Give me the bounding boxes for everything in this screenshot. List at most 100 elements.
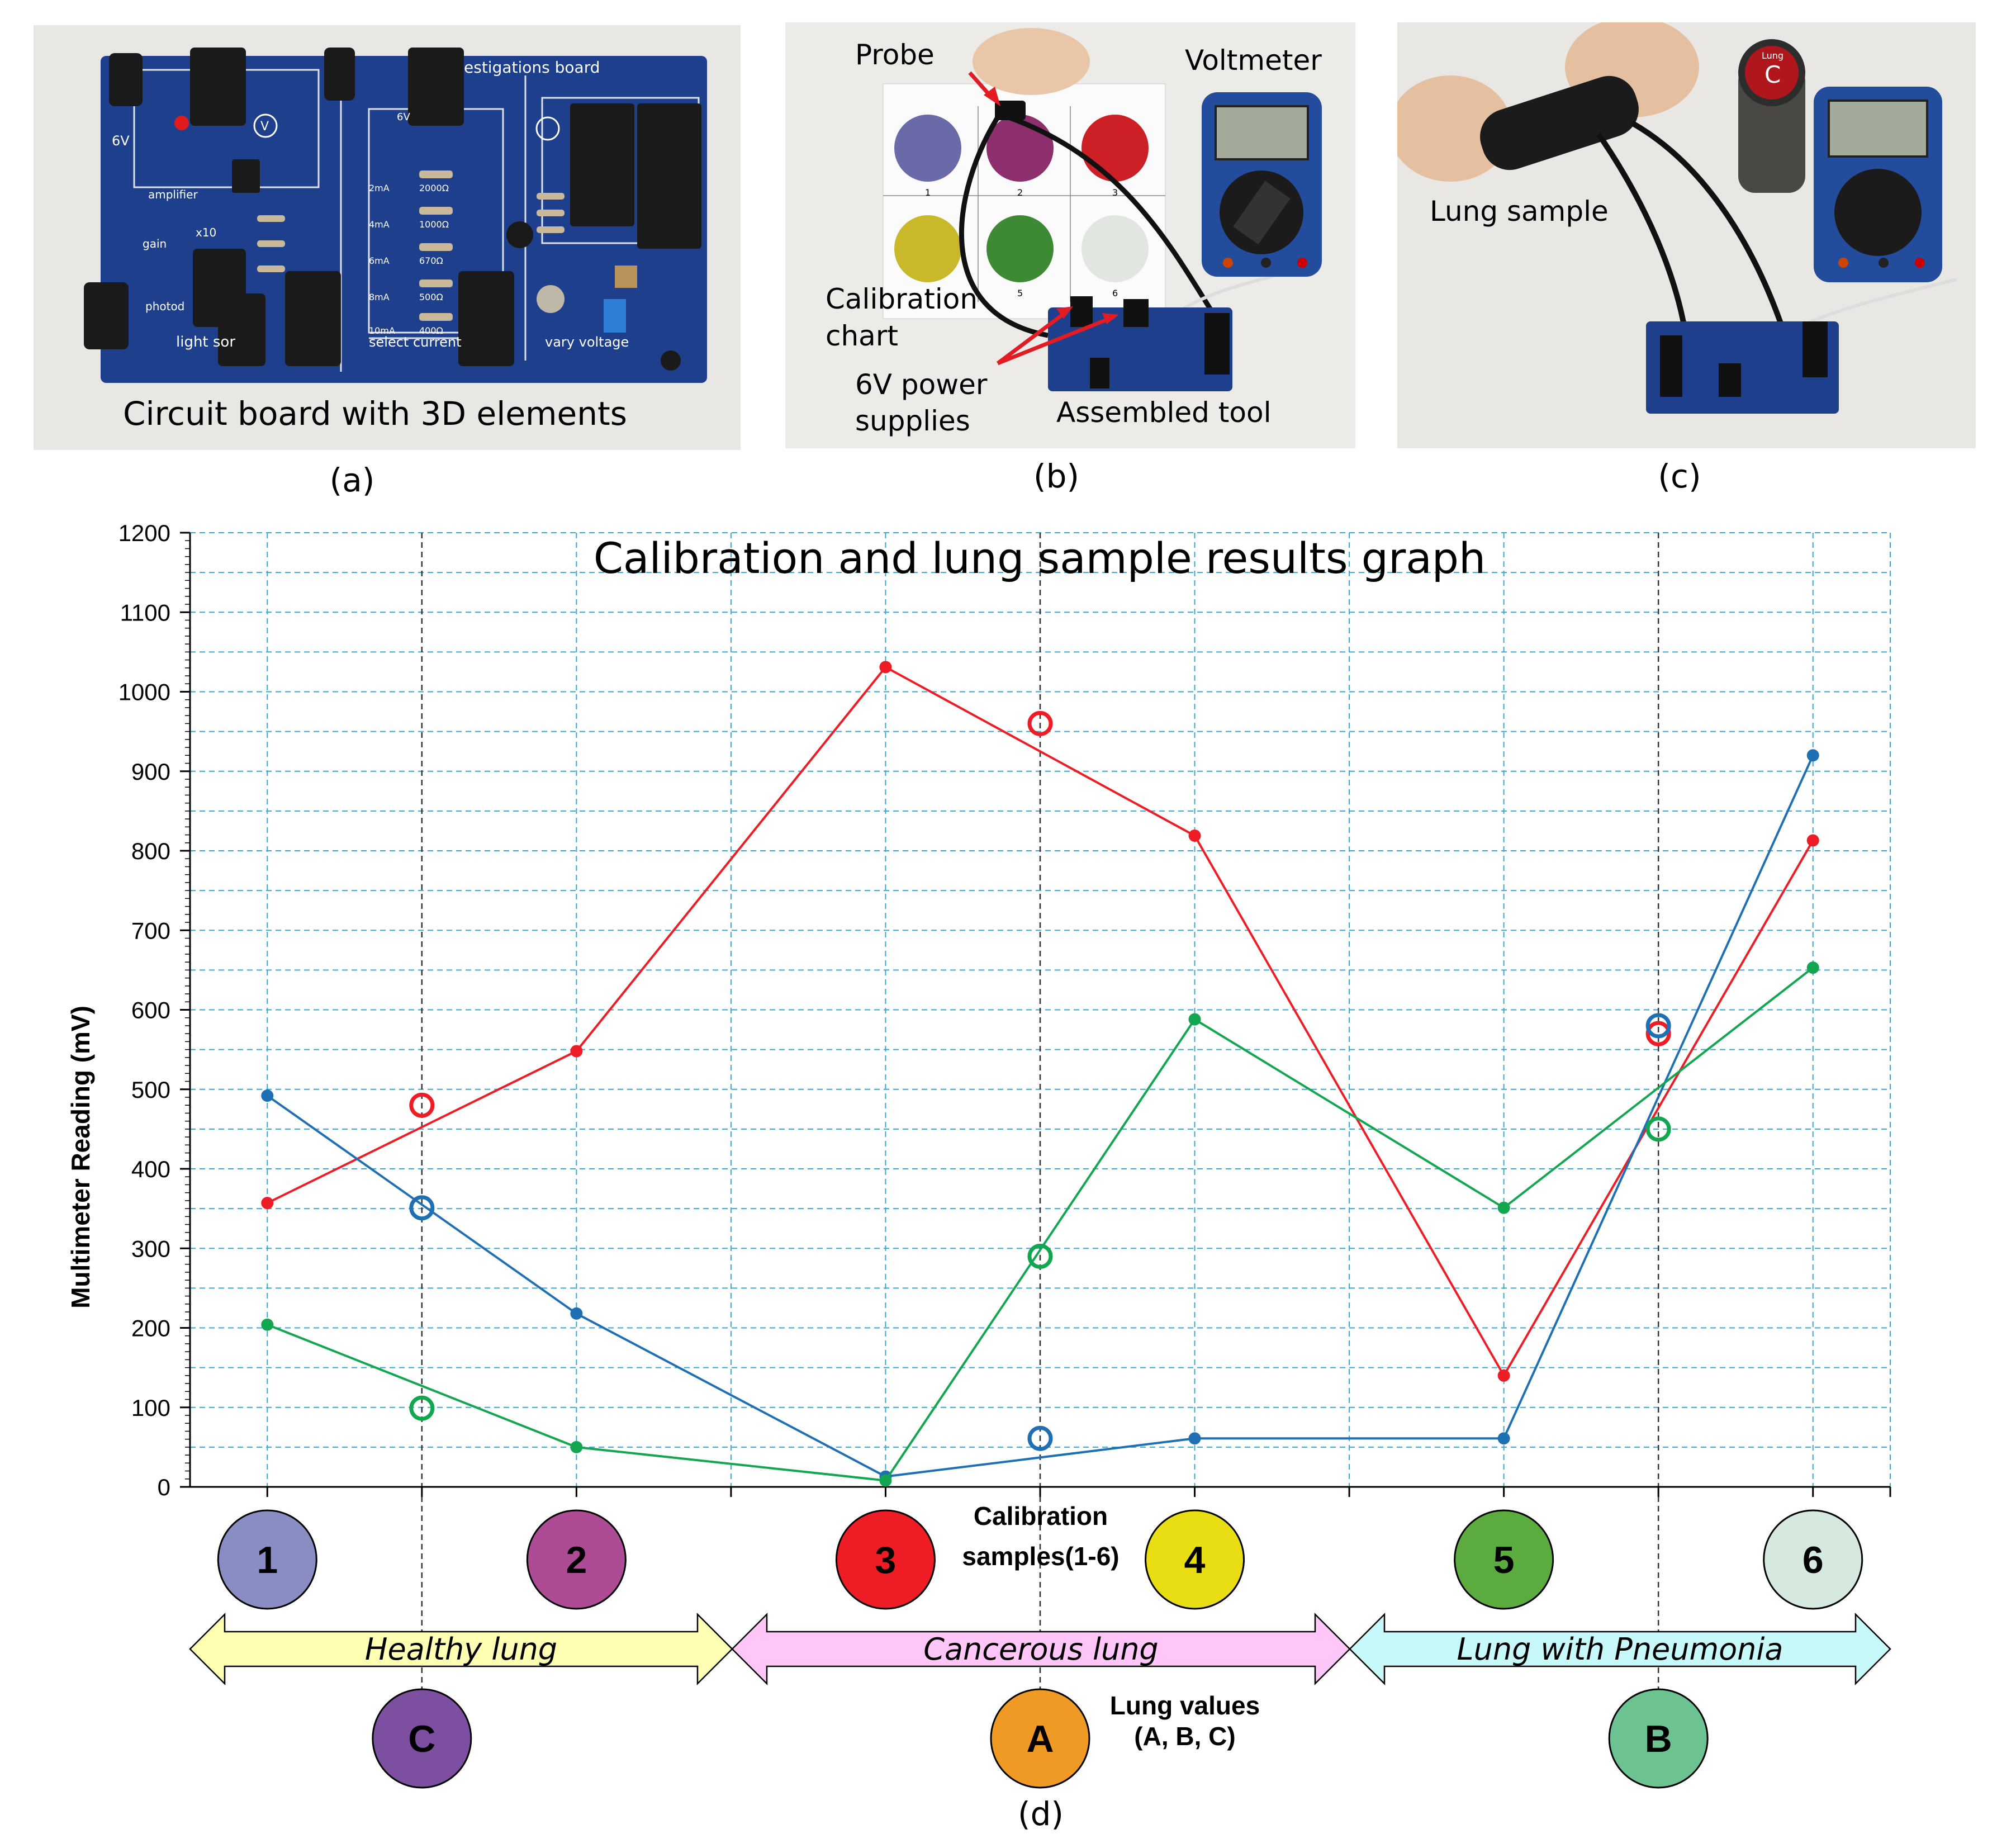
region-arrow [1349,1612,1891,1686]
calibration-point [1188,1432,1201,1445]
chart-sample-number: 1 [925,187,931,198]
calibration-sample-number: 5 [1493,1539,1515,1581]
lung-sample-point [1645,1021,1671,1046]
board-title: estigations board [464,58,600,77]
board-photod-label: photod [145,300,184,313]
lung-sample-point [409,1395,435,1421]
lung-sample-letter: C [408,1718,435,1760]
y-tick-label: 200 [131,1315,170,1342]
calibration-sample-number: 3 [875,1539,896,1581]
chart-title: Calibration and lung sample results grap… [594,533,1486,583]
calibration-sample-number: 2 [566,1539,587,1581]
region-label: Lung with Pneumonia [1457,1632,1783,1667]
calibration-sample-circle [526,1509,627,1610]
lung-sample-point [409,1092,435,1118]
y-tick-label: 1200 [118,520,170,546]
lung-sample-circle [990,1688,1090,1789]
board-resistor-label: 400Ω [419,325,443,336]
board-v-symbol: V [260,120,269,134]
calibration-point [1497,1369,1510,1382]
y-tick-label: 500 [131,1077,170,1103]
photo-assembled-tool: 1 2 3 4 5 6 [785,22,1355,448]
board-select-current-label: select current [369,334,462,350]
board-current-label: 10mA [369,325,395,336]
y-tick-label: 0 [158,1474,170,1500]
calibration-sample-circle [1145,1509,1245,1610]
calibration-point [570,1307,583,1320]
lung-sample-letter: B [1645,1718,1672,1760]
lung-sample-tube [1480,75,1639,170]
region-label: Healthy lung [365,1632,557,1667]
board-vary-voltage-label: vary voltage [545,334,629,350]
board-current-label: 4mA [369,219,390,230]
power-supplies-label-line1: 6V power [855,368,988,401]
lung-sample-point [1027,1243,1053,1269]
y-tick-label: 1000 [118,679,170,705]
chart-sample-number: 2 [1017,187,1023,198]
lung-sample-point [1645,1116,1671,1142]
calibration-sample-circle [1763,1509,1863,1610]
board-resistor-label: 1000Ω [419,219,449,230]
lung-caption-line1: Lung values [1110,1691,1260,1720]
series-line [267,665,1814,1378]
y-tick-label: 400 [131,1156,170,1182]
calibration-point [1806,961,1819,974]
calibration-sample-circle [217,1509,317,1610]
region-label: Cancerous lung [923,1632,1158,1667]
chart-sample-number: 3 [1112,187,1118,198]
calibration-sample-number: 1 [257,1539,278,1581]
y-tick-label: 700 [131,917,170,944]
power-supplies-label-line2: supplies [855,405,970,437]
lung-sample-point [1645,1013,1671,1039]
photo-circuit-board: estigations board 6V 6V amplifier gain x… [34,25,741,450]
y-tick-label: 1100 [120,599,170,626]
calibration-point [261,1197,274,1210]
lung-sample-point [1027,1425,1053,1451]
calibration-caption-line2: samples(1-6) [962,1542,1119,1571]
board-6v-label-b: 6V [397,111,410,123]
calibration-sample-circle [1454,1509,1554,1610]
y-axis-label: Multimeter Reading (mV) [66,1006,95,1309]
calibration-point [1497,1432,1510,1445]
chart-sample-number: 5 [1017,288,1023,298]
probe-label: Probe [855,39,935,71]
lung-sample-circle [1608,1688,1709,1789]
chart-series [261,661,1819,1487]
board-current-label: 8mA [369,292,390,302]
y-tick-label: 600 [131,997,170,1023]
calibration-point [879,661,892,674]
chart-grid [190,532,1891,1727]
chart-sample-number: 6 [1112,288,1118,298]
calibration-point [261,1089,274,1102]
board-resistor-label: 2000Ω [419,183,449,193]
calibration-sample-circle [835,1509,936,1610]
calibration-point [1188,829,1201,842]
calibration-point [1806,834,1819,847]
calibration-point [879,1474,892,1487]
board-light-sensor-label: light sor [176,334,235,350]
chart-sample-number: 4 [925,288,931,298]
board-current-label: 2mA [369,183,390,193]
photo-a-caption: Circuit board with 3D elements [123,395,627,433]
calibration-chart-label-line1: Calibration [826,283,978,315]
calibration-caption-line1: Calibration [974,1501,1108,1530]
chart-regions: Healthy lung Cancerous lung Lung with Pneu… [189,1612,1891,1686]
calibration-point [570,1045,583,1058]
results-chart: 0 100 200 300 400 500 600 700 800 900 1000 1100 1200… [66,520,1891,1833]
lung-sample-circle [372,1688,472,1789]
board-gain-label: gain [143,237,167,250]
cap-word: Lung [1762,50,1783,61]
calibration-sample-number: 6 [1802,1539,1824,1581]
y-tick-label: 300 [131,1235,170,1262]
y-tick-label: 100 [131,1395,170,1421]
board-resistor-label: 500Ω [419,292,443,302]
panel-label-a: (a) [329,461,375,499]
calibration-point [1497,1201,1510,1214]
series-line [267,755,1814,1478]
lung-sample-point [1027,710,1053,736]
y-tick-label: 800 [131,838,170,864]
assembled-tool-label: Assembled tool [1056,396,1271,429]
board-6v-label: 6V [112,133,130,149]
panel-label-c: (c) [1658,457,1701,495]
panel-label-b: (b) [1033,457,1080,495]
